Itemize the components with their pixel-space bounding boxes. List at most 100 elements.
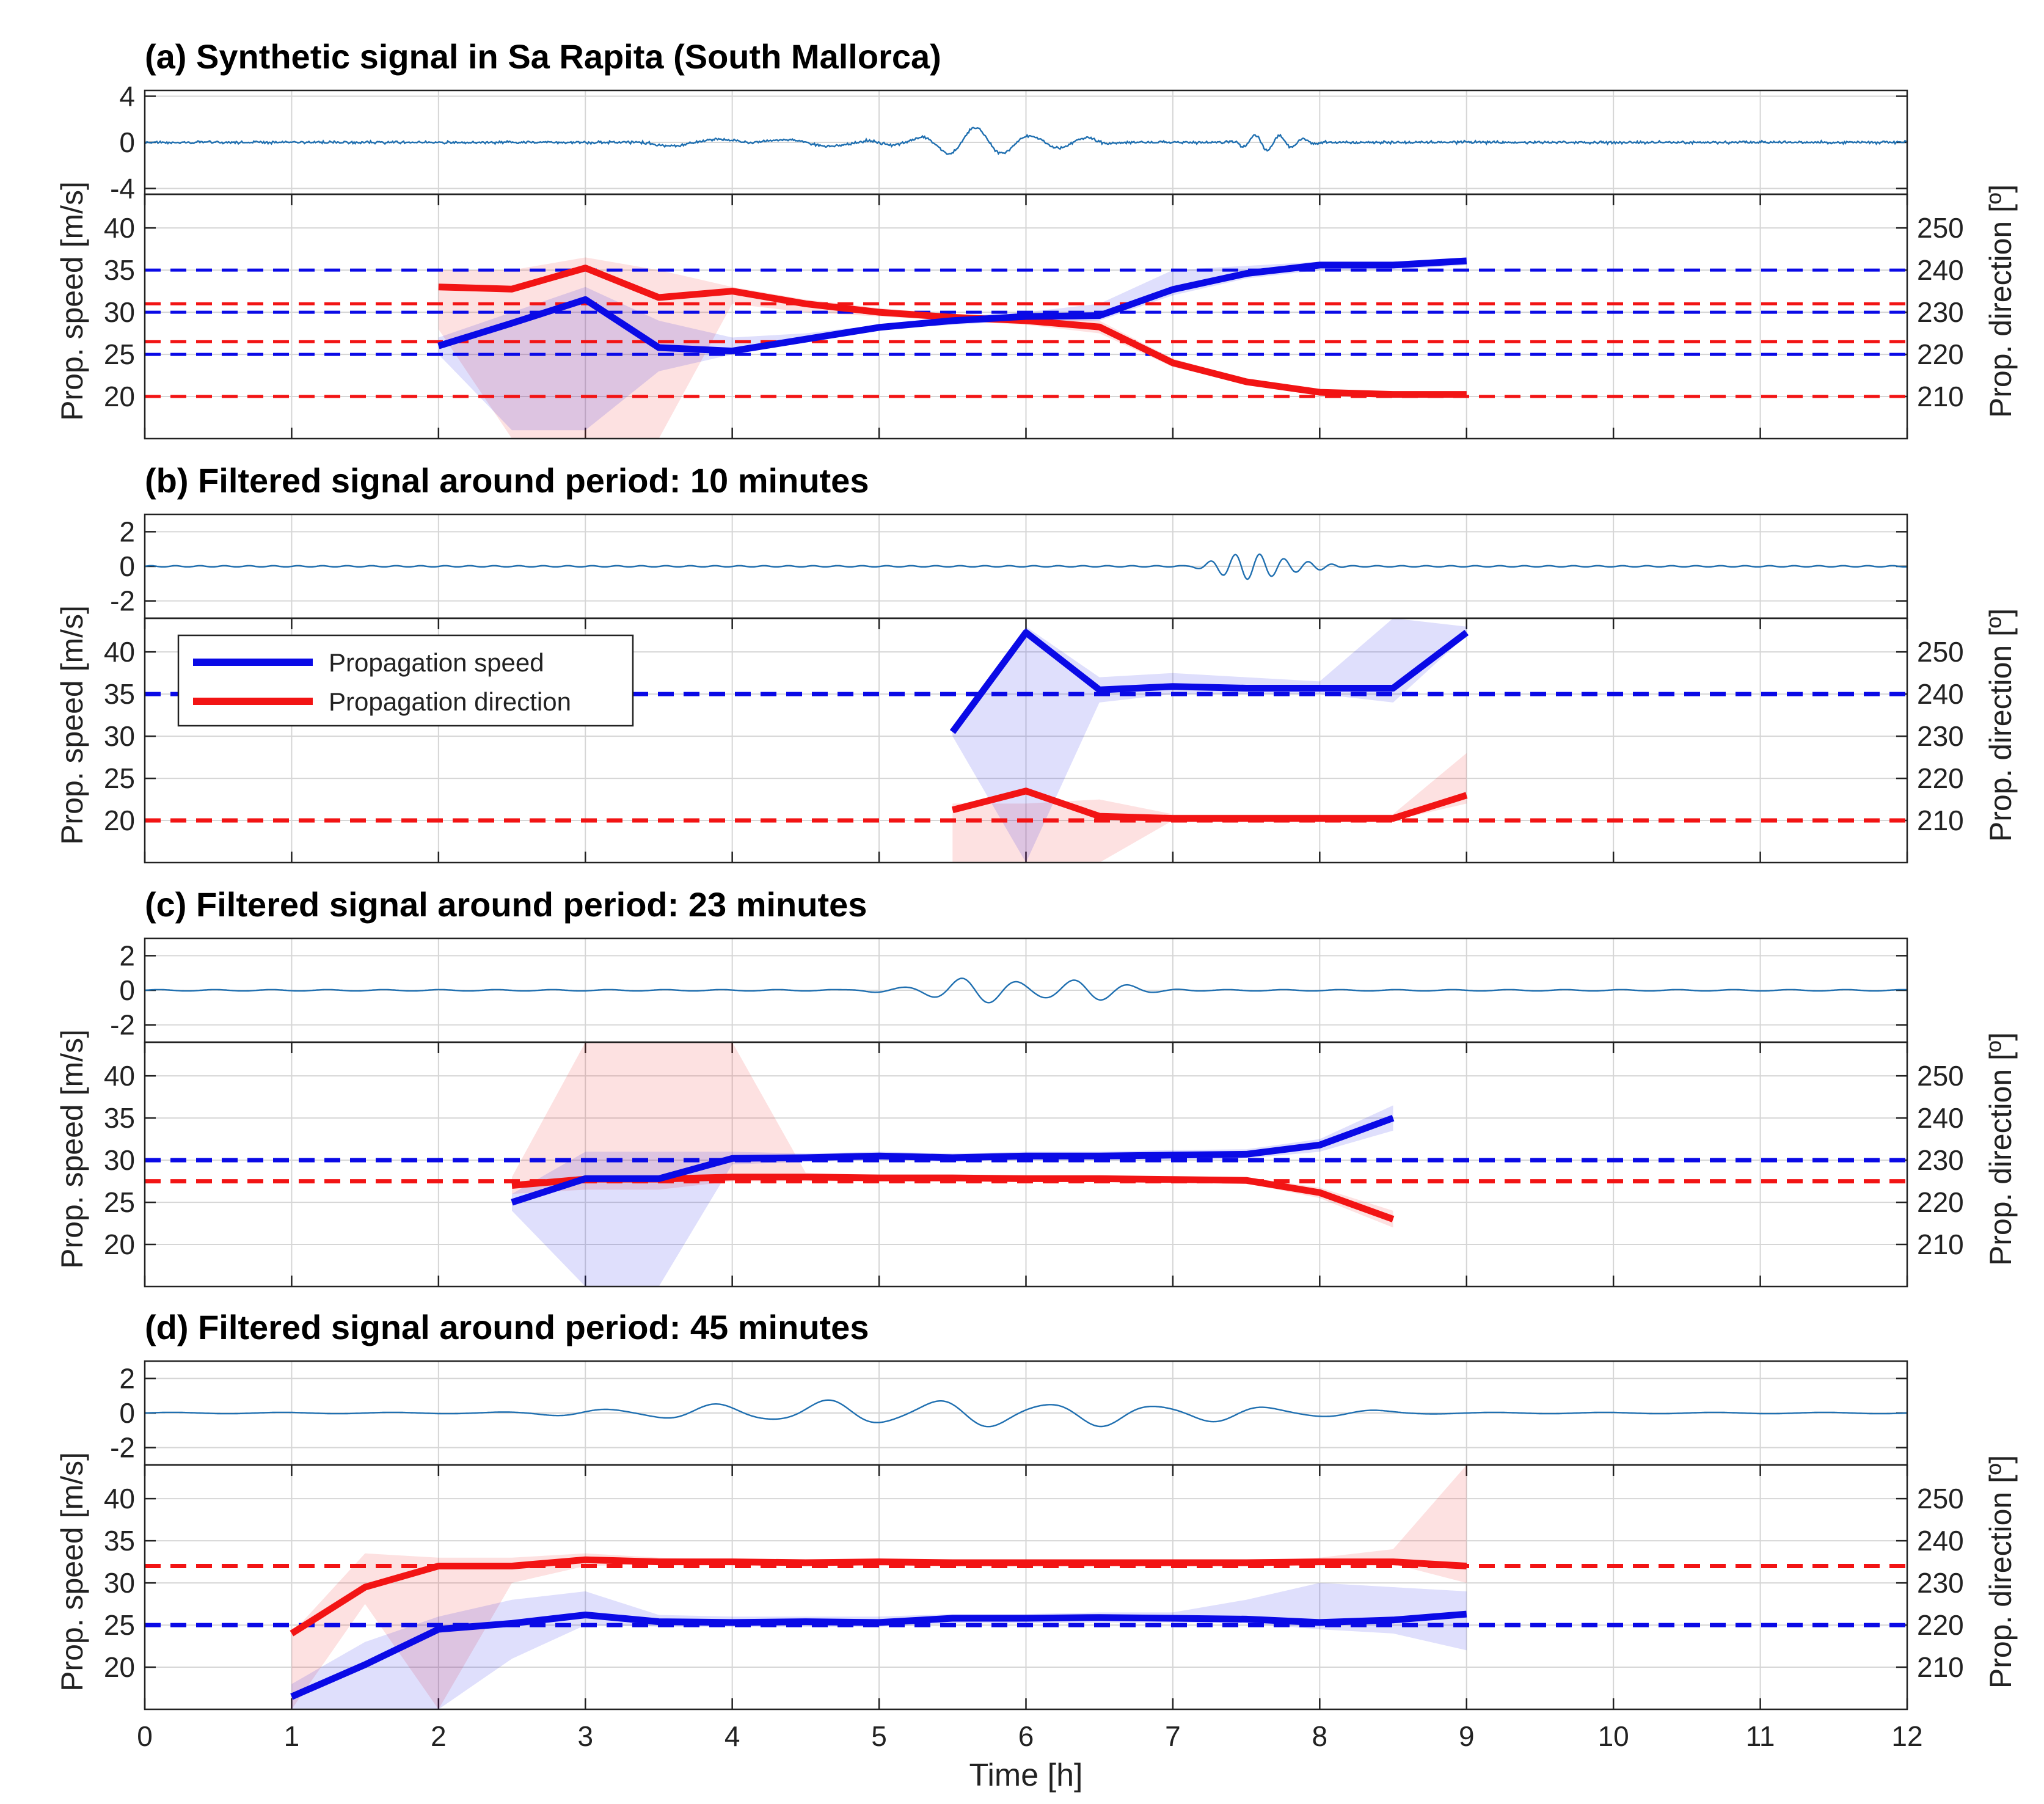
main-axes-box xyxy=(144,1041,1908,1288)
direction-series-line xyxy=(951,787,1468,822)
signal-ytick-label: 0 xyxy=(119,974,135,1006)
direction-ytick-label: 230 xyxy=(1917,720,1964,752)
signal-trace xyxy=(144,977,1907,1004)
direction-ytick-label: 230 xyxy=(1917,296,1964,328)
x-tick-label: 6 xyxy=(1018,1720,1034,1752)
signal-trace xyxy=(144,126,1908,156)
speed-ytick-label: 20 xyxy=(104,1229,135,1260)
direction-ytick-label: 250 xyxy=(1917,1060,1964,1092)
panel-b: (b) Filtered signal around period: 10 mi… xyxy=(55,461,2018,864)
main-axes-box xyxy=(144,193,1908,440)
direction-axis-label: Prop. direction [º] xyxy=(1984,184,2018,418)
speed-ytick-label: 35 xyxy=(104,1525,135,1557)
panel-title: (d) Filtered signal around period: 45 mi… xyxy=(145,1308,869,1346)
speed-ytick-label: 35 xyxy=(104,1102,135,1134)
legend: Propagation speed Propagation direction xyxy=(177,634,634,727)
speed-ytick-label: 25 xyxy=(104,1609,135,1641)
signal-axes: 4 0 -4 xyxy=(110,80,1908,205)
time-axis: 0 1 2 3 4 5 6 7 8 9 10 11 12 xyxy=(137,1720,1922,1752)
signal-ytick-label: 0 xyxy=(119,550,135,582)
speed-series-line xyxy=(437,257,1467,355)
speed-ytick-label: 20 xyxy=(104,805,135,836)
speed-uncertainty-band xyxy=(438,257,1467,431)
direction-ytick-label: 250 xyxy=(1917,636,1964,668)
direction-ytick-label: 240 xyxy=(1917,254,1964,286)
speed-series-line xyxy=(949,629,1469,734)
direction-ytick-label: 240 xyxy=(1917,1102,1964,1134)
x-tick-label: 9 xyxy=(1459,1720,1475,1752)
main-axes-box xyxy=(144,1464,1908,1711)
signal-ytick-label: 2 xyxy=(119,940,135,971)
speed-ytick-label: 20 xyxy=(104,1651,135,1683)
speed-ytick-label: 30 xyxy=(104,296,135,328)
legend-entry-direction: Propagation direction xyxy=(329,687,571,716)
signal-trace xyxy=(144,1399,1908,1428)
direction-ytick-label: 220 xyxy=(1917,1186,1964,1218)
speed-ytick-label: 30 xyxy=(104,1144,135,1176)
panel-title: (c) Filtered signal around period: 23 mi… xyxy=(145,885,867,924)
speed-uncertainty-band xyxy=(512,1105,1393,1287)
signal-ytick-label: 4 xyxy=(119,80,135,112)
signal-trace xyxy=(144,553,1908,580)
speed-ytick-label: 25 xyxy=(104,762,135,794)
speed-ytick-label: 40 xyxy=(104,1060,135,1092)
x-tick-label: 1 xyxy=(284,1720,300,1752)
speed-ytick-label: 40 xyxy=(104,212,135,244)
panel-a: (a) Synthetic signal in Sa Rapita (South… xyxy=(55,37,2018,440)
legend-entry-speed: Propagation speed xyxy=(329,648,544,677)
x-tick-label: 8 xyxy=(1312,1720,1328,1752)
direction-ytick-label: 210 xyxy=(1917,1651,1964,1683)
direction-ytick-label: 220 xyxy=(1917,762,1964,794)
direction-ytick-label: 210 xyxy=(1917,381,1964,412)
direction-ytick-label: 250 xyxy=(1917,212,1964,244)
legend-box xyxy=(177,634,634,727)
signal-axes: 20-2 xyxy=(110,1360,1908,1466)
speed-ytick-label: 30 xyxy=(104,1567,135,1599)
signal-ytick-label: -2 xyxy=(110,585,135,617)
speed-axis-label: Prop. speed [m/s] xyxy=(55,605,89,845)
signal-ytick-label: -4 xyxy=(110,173,135,205)
panel-c: (c) Filtered signal around period: 23 mi… xyxy=(55,885,2018,1288)
speed-ytick-label: 30 xyxy=(104,720,135,752)
direction-ytick-label: 220 xyxy=(1917,1609,1964,1641)
signal-axes: 20-2 xyxy=(110,937,1908,1043)
direction-ytick-label: 240 xyxy=(1917,678,1964,710)
speed-ytick-label: 25 xyxy=(104,1186,135,1218)
x-tick-label: 4 xyxy=(725,1720,740,1752)
direction-ytick-label: 210 xyxy=(1917,805,1964,836)
direction-series-line xyxy=(290,1556,1467,1637)
direction-ytick-label: 220 xyxy=(1917,338,1964,370)
speed-uncertainty-band xyxy=(952,618,1467,863)
direction-ytick-label: 230 xyxy=(1917,1567,1964,1599)
speed-ytick-label: 35 xyxy=(104,254,135,286)
plot-area xyxy=(145,257,1907,439)
plot-area xyxy=(145,1465,1907,1709)
direction-axis-label: Prop. direction [º] xyxy=(1984,608,2018,842)
direction-axis-label: Prop. direction [º] xyxy=(1984,1032,2018,1266)
panel-d: (d) Filtered signal around period: 45 mi… xyxy=(55,1308,2018,1711)
main-axes: 20 25 30 35 40 210 220 230 240 250 Prop. speed [m/… xyxy=(55,605,2018,864)
direction-ytick-label: 210 xyxy=(1917,1229,1964,1260)
x-tick-label: 0 xyxy=(137,1720,153,1752)
main-axes-box xyxy=(144,617,1908,864)
speed-ytick-label: 20 xyxy=(104,381,135,412)
signal-ytick-label: 0 xyxy=(119,126,135,158)
x-tick-label: 10 xyxy=(1598,1720,1629,1752)
x-tick-label: 7 xyxy=(1165,1720,1181,1752)
signal-axes: 20-2 xyxy=(110,513,1908,619)
direction-ytick-label: 240 xyxy=(1917,1525,1964,1557)
panels: (a) Synthetic signal in Sa Rapita (South… xyxy=(55,37,2018,1711)
signal-ytick-label: 2 xyxy=(119,516,135,547)
signal-ytick-label: -2 xyxy=(110,1009,135,1041)
x-axis-label: Time [h] xyxy=(969,1758,1083,1793)
direction-ytick-label: 250 xyxy=(1917,1483,1964,1514)
speed-ytick-label: 25 xyxy=(104,338,135,370)
speed-axis-label: Prop. speed [m/s] xyxy=(55,1029,89,1269)
x-tick-label: 5 xyxy=(871,1720,887,1752)
speed-axis-label: Prop. speed [m/s] xyxy=(55,181,89,421)
signal-ytick-label: -2 xyxy=(110,1432,135,1464)
signal-ytick-label: 0 xyxy=(119,1397,135,1429)
panel-title: (a) Synthetic signal in Sa Rapita (South… xyxy=(145,37,941,76)
direction-axis-label: Prop. direction [º] xyxy=(1984,1455,2018,1689)
x-tick-label: 11 xyxy=(1746,1720,1775,1752)
